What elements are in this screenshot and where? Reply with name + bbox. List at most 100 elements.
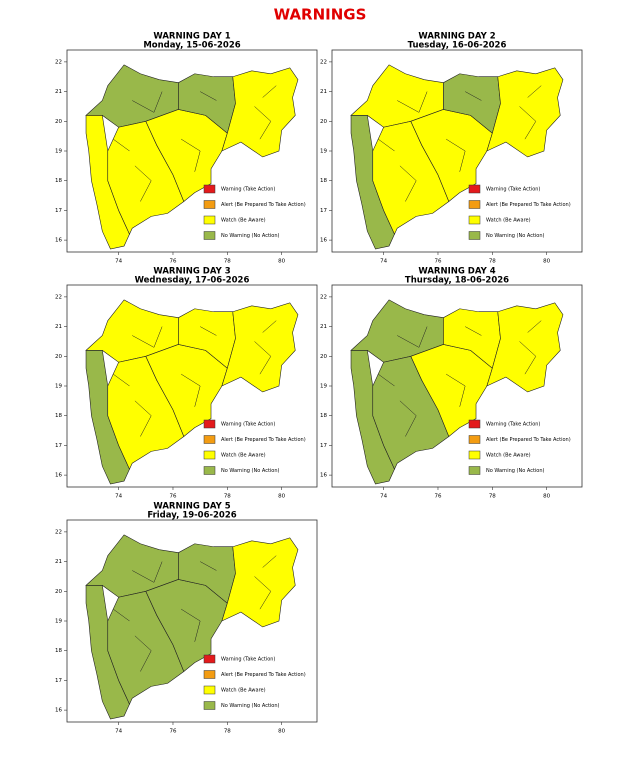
district-border <box>180 608 201 642</box>
legend-label: Watch (Be Aware) <box>486 453 531 459</box>
y-tick-label: 22 <box>55 529 62 535</box>
y-tick-label: 22 <box>320 294 327 300</box>
legend-swatch <box>203 450 216 460</box>
x-tick-label: 80 <box>543 494 550 500</box>
legend-label: No Warning (No Action) <box>221 468 280 474</box>
y-tick-label: 22 <box>55 294 62 300</box>
x-tick-label: 76 <box>169 259 176 265</box>
district-border <box>113 608 130 622</box>
legend-label: Alert (Be Prepared To Take Action) <box>221 202 306 208</box>
legend-label: Warning (Take Action) <box>486 422 540 428</box>
district-border <box>113 138 130 152</box>
x-tick-label: 78 <box>224 729 231 735</box>
district-border <box>254 106 272 140</box>
panel-subtitle: Monday, 15-06-2026 <box>143 41 240 51</box>
district-border <box>200 326 217 336</box>
district-border <box>445 138 466 172</box>
legend-swatch <box>203 654 216 664</box>
legend-label: Alert (Be Prepared To Take Action) <box>221 437 306 443</box>
legend-swatch <box>468 184 481 194</box>
y-tick-label: 22 <box>55 59 62 65</box>
legend-label: No Warning (No Action) <box>486 233 545 239</box>
legend-swatch <box>203 200 216 209</box>
legend-label: Alert (Be Prepared To Take Action) <box>221 672 306 678</box>
legend-label: Watch (Be Aware) <box>221 688 266 694</box>
y-tick-label: 16 <box>55 238 62 244</box>
legend-label: No Warning (No Action) <box>221 233 280 239</box>
y-tick-label: 16 <box>320 473 327 479</box>
panel-subtitle: Thursday, 18-06-2026 <box>405 276 509 286</box>
x-tick-label: 78 <box>489 259 496 265</box>
district-border <box>262 320 277 333</box>
legend-swatch <box>203 231 216 240</box>
y-tick-label: 19 <box>55 149 62 155</box>
y-tick-label: 16 <box>55 473 62 479</box>
district-border <box>254 341 272 375</box>
x-tick-label: 78 <box>224 259 231 265</box>
district-border <box>378 373 395 387</box>
district-border <box>527 320 542 333</box>
panel-subtitle: Wednesday, 17-06-2026 <box>135 276 250 286</box>
x-tick-label: 76 <box>169 494 176 500</box>
legend-label: Watch (Be Aware) <box>486 218 531 224</box>
district-border <box>445 373 466 407</box>
panel-subtitle: Tuesday, 16-06-2026 <box>408 41 507 51</box>
y-tick-label: 19 <box>320 384 327 390</box>
x-tick-label: 76 <box>169 729 176 735</box>
district-border <box>465 91 482 101</box>
y-tick-label: 21 <box>320 324 327 330</box>
district-border <box>397 91 428 113</box>
x-tick-label: 74 <box>115 729 122 735</box>
y-tick-label: 19 <box>320 149 327 155</box>
legend-swatch <box>468 231 481 240</box>
x-tick-label: 80 <box>278 729 285 735</box>
district-border <box>262 85 277 98</box>
district-border <box>200 91 217 101</box>
legend-label: No Warning (No Action) <box>221 703 280 709</box>
y-tick-label: 18 <box>55 413 62 419</box>
district-border <box>399 165 417 202</box>
district-border <box>132 561 163 583</box>
y-tick-label: 21 <box>55 324 62 330</box>
legend-swatch <box>203 466 216 475</box>
y-tick-label: 18 <box>55 648 62 654</box>
y-tick-label: 16 <box>55 708 62 714</box>
region <box>486 67 564 158</box>
y-tick-label: 18 <box>320 413 327 419</box>
legend-swatch <box>203 685 216 695</box>
legend-swatch <box>203 184 216 194</box>
district-border <box>399 400 417 437</box>
x-tick-label: 78 <box>489 494 496 500</box>
y-tick-label: 20 <box>55 119 62 125</box>
region <box>486 302 564 393</box>
x-tick-label: 76 <box>434 494 441 500</box>
region <box>221 537 299 628</box>
legend-label: Watch (Be Aware) <box>221 218 266 224</box>
y-tick-label: 17 <box>55 443 62 449</box>
legend-label: No Warning (No Action) <box>486 468 545 474</box>
region <box>221 67 299 158</box>
legend-label: Warning (Take Action) <box>221 657 275 663</box>
legend-label: Alert (Be Prepared To Take Action) <box>486 437 571 443</box>
legend-swatch <box>203 215 216 225</box>
district-border <box>113 373 130 387</box>
legend-swatch <box>468 435 481 444</box>
x-tick-label: 78 <box>224 494 231 500</box>
district-border <box>180 138 201 172</box>
y-tick-label: 19 <box>55 619 62 625</box>
x-tick-label: 80 <box>543 259 550 265</box>
legend-swatch <box>203 435 216 444</box>
y-tick-label: 17 <box>55 678 62 684</box>
panel-subtitle: Friday, 19-06-2026 <box>147 511 236 521</box>
page-title: WARNINGS <box>274 6 367 24</box>
panel-title: WARNING DAY 5 <box>153 502 230 512</box>
district-border <box>527 85 542 98</box>
x-tick-label: 74 <box>115 494 122 500</box>
legend-label: Warning (Take Action) <box>486 187 540 193</box>
